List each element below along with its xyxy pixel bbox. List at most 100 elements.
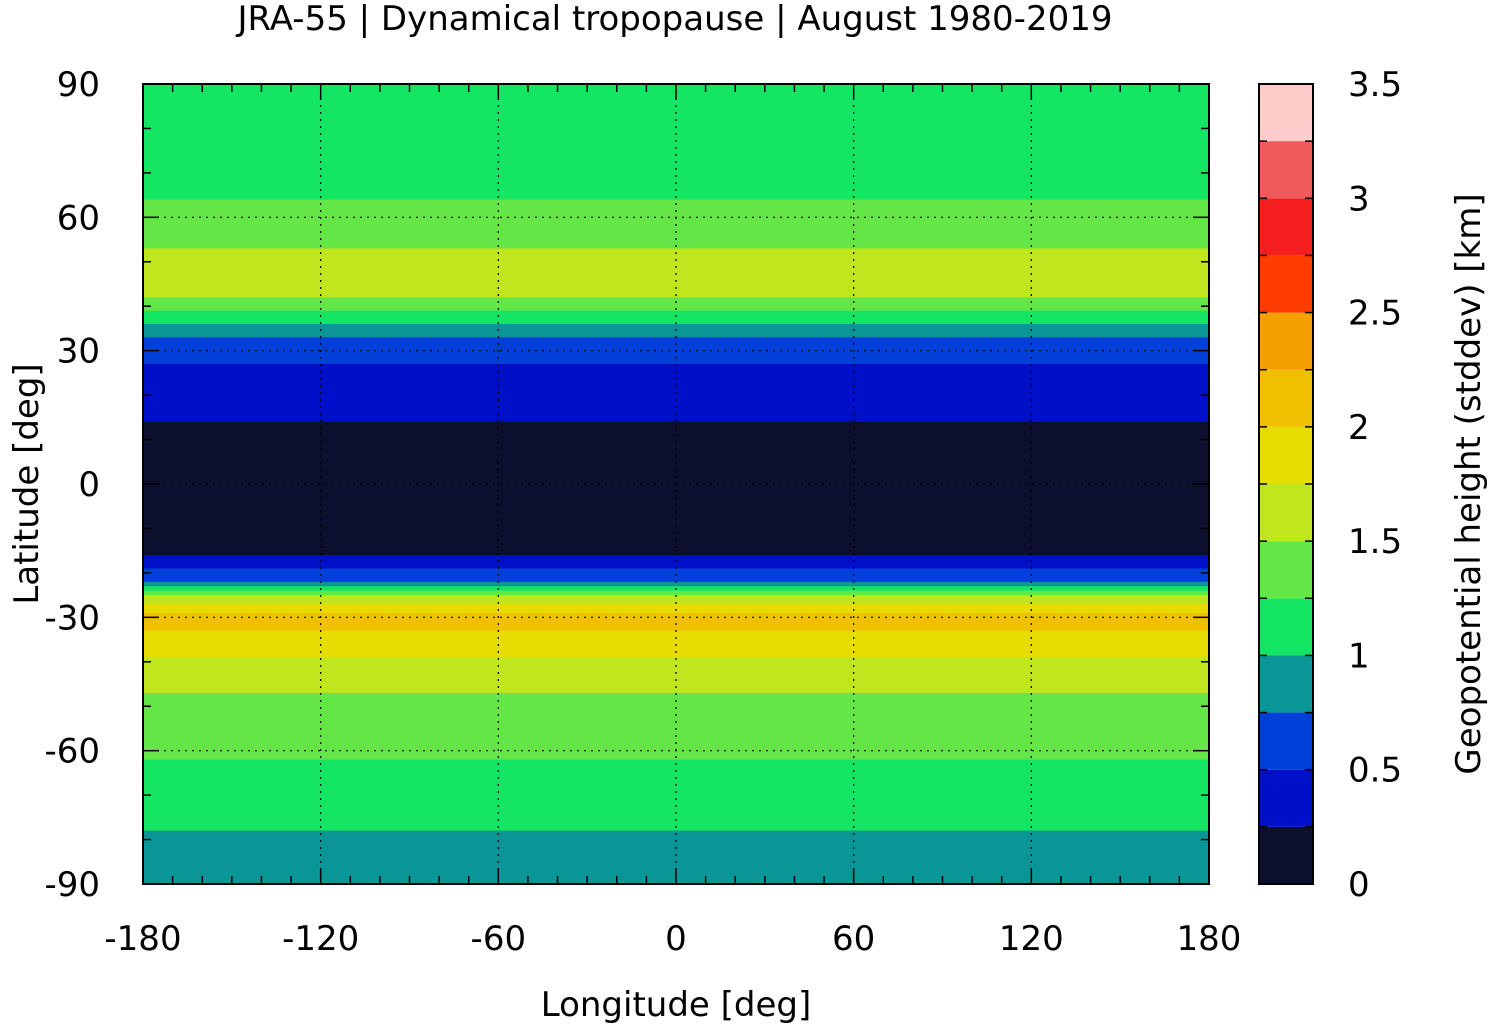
field-band	[143, 252, 1209, 258]
field-band	[143, 288, 1209, 294]
colorbar-swatch	[1259, 541, 1313, 599]
field-band	[143, 630, 1209, 636]
field-band	[143, 688, 1209, 694]
field-band	[143, 479, 1209, 485]
field-band	[143, 461, 1209, 467]
field-band	[143, 381, 1209, 387]
colorbar-tick-label: 1	[1348, 636, 1370, 676]
y-tick-label: 0	[78, 465, 100, 505]
field-band	[143, 812, 1209, 818]
x-tick-label: 0	[665, 919, 687, 959]
field-band	[143, 457, 1209, 463]
field-band	[143, 181, 1209, 187]
field-band	[143, 359, 1209, 365]
field-band	[143, 132, 1209, 138]
colorbar	[1259, 84, 1313, 884]
y-tick-label: 90	[57, 65, 100, 105]
field-band	[143, 506, 1209, 512]
field-band	[143, 386, 1209, 392]
field-band	[143, 266, 1209, 272]
x-tick-label: 120	[999, 919, 1064, 959]
x-tick-label: -180	[104, 919, 181, 959]
field-band	[143, 648, 1209, 654]
colorbar-ticks: 0 0.5 1 1.5 2 2.5 3 3.5	[1259, 65, 1402, 905]
field-band	[143, 555, 1209, 561]
plot-title: JRA-55 | Dynamical tropopause | August 1…	[236, 0, 1113, 39]
y-tick-label: -60	[44, 732, 100, 772]
field-band	[143, 150, 1209, 156]
colorbar-swatch	[1259, 198, 1313, 256]
field-band	[143, 141, 1209, 147]
field-band	[143, 177, 1209, 183]
field-band	[143, 368, 1209, 374]
field-band	[143, 301, 1209, 307]
field-band	[143, 324, 1209, 330]
field-band	[143, 759, 1209, 765]
field-band	[143, 626, 1209, 632]
field-band	[143, 315, 1209, 321]
field-band	[143, 826, 1209, 832]
field-band	[143, 239, 1209, 245]
field-band	[143, 675, 1209, 681]
field-band	[143, 728, 1209, 734]
field-band	[143, 835, 1209, 841]
field-band	[143, 332, 1209, 338]
field-band	[143, 444, 1209, 450]
field-band	[143, 701, 1209, 707]
y-axis-ticks: 90 60 30 0 -30 -60 -90	[44, 65, 1209, 905]
field-band	[143, 861, 1209, 867]
field-band	[143, 168, 1209, 174]
field-band	[143, 799, 1209, 805]
field-band	[143, 128, 1209, 134]
field-band	[143, 372, 1209, 378]
field-band	[143, 155, 1209, 161]
field-band	[143, 697, 1209, 703]
field-band	[143, 275, 1209, 281]
field-band	[143, 679, 1209, 685]
field-band	[143, 750, 1209, 756]
field-band	[143, 470, 1209, 476]
colorbar-tick-label: 2	[1348, 408, 1370, 448]
field-band	[143, 430, 1209, 436]
field-band	[143, 577, 1209, 583]
colorbar-swatch	[1259, 312, 1313, 370]
field-band	[143, 310, 1209, 316]
field-band	[143, 492, 1209, 498]
y-tick-label: -90	[44, 865, 100, 905]
colorbar-swatch	[1259, 712, 1313, 770]
field-band	[143, 448, 1209, 454]
colorbar-tick-label: 0	[1348, 865, 1370, 905]
field-band	[143, 412, 1209, 418]
colorbar-swatch	[1259, 826, 1313, 884]
x-axis-label: Longitude [deg]	[541, 985, 812, 1025]
field-band	[143, 528, 1209, 534]
field-band	[143, 590, 1209, 596]
field-band	[143, 497, 1209, 503]
field-band	[143, 595, 1209, 601]
field-band	[143, 119, 1209, 125]
field-band	[143, 364, 1209, 370]
field-band	[143, 164, 1209, 170]
field-band	[143, 724, 1209, 730]
field-band	[143, 261, 1209, 267]
colorbar-tick-label: 0.5	[1348, 751, 1402, 791]
field-band	[143, 581, 1209, 587]
field-band	[143, 604, 1209, 610]
field-band	[143, 644, 1209, 650]
field-band	[143, 106, 1209, 112]
colorbar-tick-label: 2.5	[1348, 294, 1402, 334]
field-band	[143, 395, 1209, 401]
colorbar-swatch	[1259, 141, 1313, 199]
field-band	[143, 297, 1209, 303]
field-band	[143, 795, 1209, 801]
field-band	[143, 101, 1209, 107]
field-band	[143, 466, 1209, 472]
field-band	[143, 666, 1209, 672]
field-band	[143, 350, 1209, 356]
field-band	[143, 857, 1209, 863]
colorbar-swatch	[1259, 426, 1313, 484]
field-band	[143, 190, 1209, 196]
field-band	[143, 786, 1209, 792]
y-axis-label: Latitude [deg]	[7, 363, 47, 604]
colorbar-swatch	[1259, 369, 1313, 427]
